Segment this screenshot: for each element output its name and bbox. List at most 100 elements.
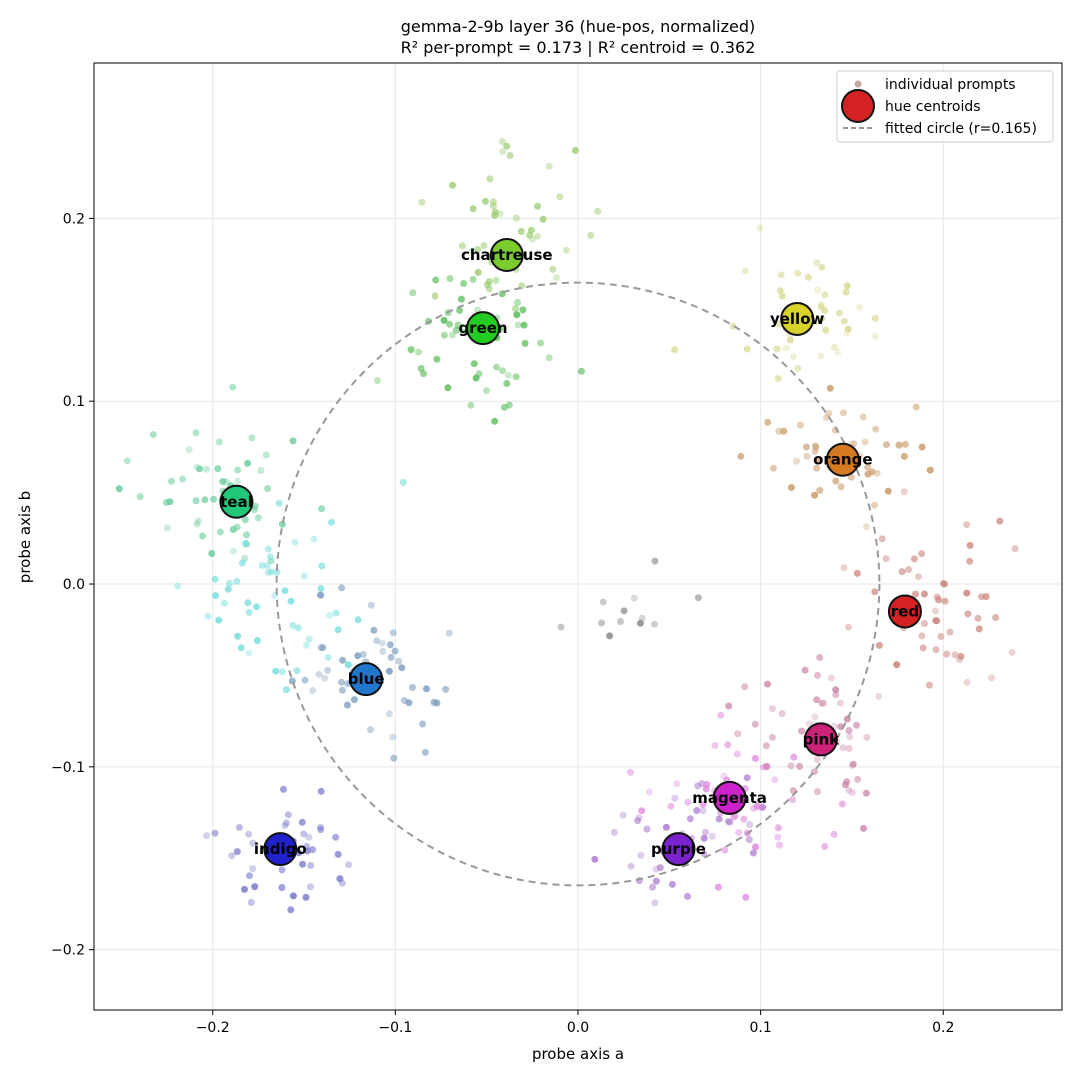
prompt-point-teal	[241, 516, 249, 524]
prompt-point-red	[840, 564, 848, 572]
prompt-point-green	[545, 354, 553, 362]
prompt-point-green	[459, 328, 467, 336]
prompt-point-chartreuse	[481, 197, 489, 205]
prompt-point-yellow	[835, 309, 843, 317]
prompt-point-blue	[389, 629, 397, 637]
prompt-point-blue	[433, 699, 441, 707]
prompt-point-cyan	[310, 535, 318, 543]
prompt-point-yellow	[789, 353, 797, 361]
prompt-point-teal	[222, 478, 230, 486]
prompt-point-red	[893, 661, 901, 669]
prompt-point-orange	[780, 427, 788, 435]
prompt-point-orange	[826, 384, 834, 392]
prompt-point-orange	[926, 466, 934, 474]
prompt-point-chartreuse	[503, 142, 511, 150]
prompt-point-teal	[201, 496, 209, 504]
y-tick-label: 0.0	[63, 577, 85, 593]
prompt-point-red	[987, 674, 995, 682]
centroid-label-red: red	[891, 602, 919, 620]
prompt-point-purple	[671, 794, 679, 802]
prompt-point-magenta	[714, 883, 722, 891]
prompt-point-red	[992, 614, 1000, 621]
legend-centroid-marker	[841, 89, 875, 123]
prompt-point-green	[420, 370, 428, 378]
prompt-point-pink	[796, 762, 804, 770]
prompt-point-blue	[350, 696, 358, 704]
prompt-point-indigo	[233, 848, 241, 856]
prompt-point-yellow	[794, 269, 802, 277]
prompt-point-cyan	[237, 644, 245, 652]
prompt-point-yellow	[821, 291, 829, 299]
prompt-point-blue	[319, 644, 327, 651]
prompt-point-red	[982, 593, 990, 601]
prompt-point-chartreuse	[512, 214, 520, 222]
prompt-point-cyan	[326, 611, 334, 619]
prompt-point-teal	[264, 485, 272, 493]
x-tick-label: −0.2	[196, 1020, 230, 1036]
prompt-point-orange	[900, 452, 908, 460]
prompt-point-pink	[763, 763, 771, 770]
prompt-point-purple	[746, 821, 754, 829]
prompt-point-chartreuse	[506, 152, 514, 160]
prompt-point-cyan	[287, 597, 295, 605]
prompt-point-red	[937, 633, 945, 640]
prompt-point-cyan	[305, 635, 313, 643]
prompt-point-magenta	[735, 829, 743, 836]
prompt-point-teal	[193, 463, 201, 471]
prompt-point-green	[448, 331, 456, 339]
prompt-point-pink	[841, 781, 849, 789]
prompt-point-teal	[179, 475, 186, 483]
prompt-point-red	[1008, 648, 1016, 656]
prompt-point-green	[468, 247, 476, 255]
prompt-point-purple	[725, 818, 733, 826]
legend-item-centroids: hue centroids	[885, 99, 981, 115]
prompt-point-pink	[860, 824, 867, 832]
prompt-point-pink	[846, 733, 854, 741]
prompt-point-orange	[764, 418, 772, 426]
prompt-point-cyan	[234, 632, 242, 640]
prompt-point-yellow	[774, 345, 782, 353]
prompt-point-yellow	[804, 273, 812, 281]
prompt-point-green	[469, 275, 477, 283]
prompt-point-cyan	[273, 568, 281, 576]
prompt-point-blue	[339, 656, 347, 664]
prompt-point-teal	[203, 465, 211, 473]
prompt-point-cyan	[332, 609, 340, 617]
prompt-point-indigo	[303, 842, 311, 850]
prompt-point-cyan	[212, 592, 219, 600]
prompt-point-purple	[699, 807, 707, 815]
prompt-point-teal	[219, 478, 227, 486]
prompt-point-blue	[389, 733, 397, 741]
prompt-point-red	[974, 614, 982, 622]
centroid-label-purple: purple	[651, 840, 706, 858]
prompt-point-yellow	[818, 263, 826, 271]
legend-prompt-marker	[854, 80, 862, 88]
prompt-point-pink	[816, 654, 824, 661]
prompt-point-red	[920, 590, 928, 598]
prompt-point-indigo	[302, 893, 310, 901]
prompt-point-white	[606, 632, 614, 640]
prompt-point-magenta	[717, 711, 725, 719]
prompt-point-magenta	[848, 789, 856, 797]
prompt-point-chartreuse	[491, 208, 499, 216]
centroid-label-teal: teal	[220, 493, 253, 511]
legend-item-prompts: individual prompts	[885, 77, 1016, 93]
prompt-point-red	[946, 628, 954, 636]
prompt-point-purple	[643, 825, 651, 833]
prompt-point-pink	[818, 699, 826, 707]
prompt-point-cyan	[282, 686, 290, 694]
prompt-point-green	[433, 355, 441, 363]
prompt-point-blue	[315, 670, 323, 678]
prompt-point-green	[520, 321, 528, 329]
prompt-point-cyan	[245, 649, 253, 657]
prompt-point-teal	[192, 497, 200, 505]
prompt-point-white	[651, 620, 658, 628]
prompt-point-cyan	[215, 616, 223, 624]
prompt-point-teal	[318, 505, 326, 513]
prompt-point-red	[1011, 545, 1019, 553]
centroid-label-pink: pink	[803, 730, 841, 748]
prompt-point-purple	[668, 880, 676, 888]
y-tick-label: 0.1	[63, 394, 85, 410]
prompt-point-yellow	[776, 287, 784, 295]
prompt-point-orange	[803, 452, 811, 460]
